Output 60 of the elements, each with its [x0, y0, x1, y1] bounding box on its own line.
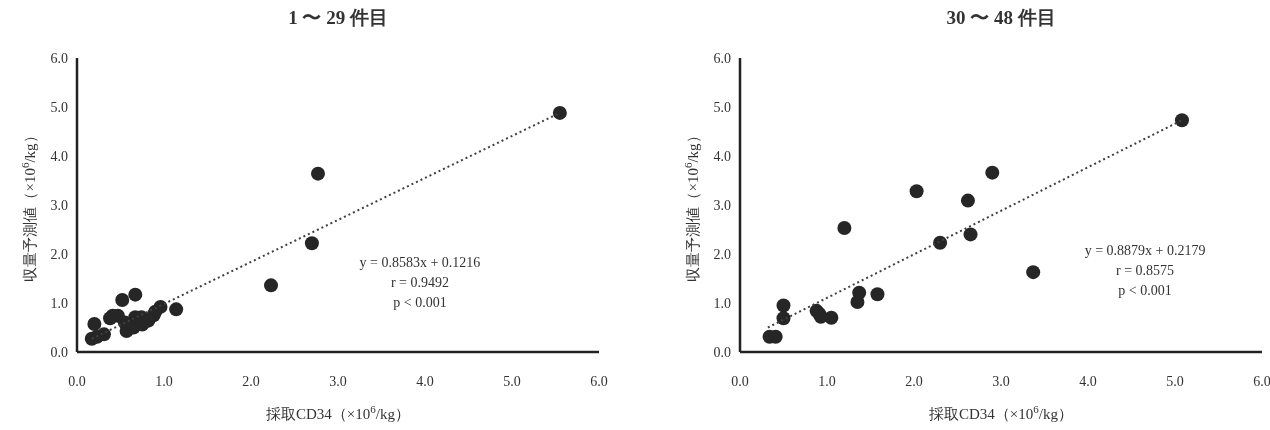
y-tick-label: 3.0 [713, 198, 731, 213]
y-tick-label: 1.0 [50, 296, 68, 311]
point [824, 310, 839, 325]
x-axis-title: 採取CD34（×10$^{6}$/kg） [266, 403, 410, 422]
annotation: r = 0.8575 [1116, 262, 1175, 278]
point [776, 311, 791, 326]
point [1026, 265, 1041, 280]
y-tick-label: 3.0 [50, 198, 68, 213]
x-tick-label: 1.0 [818, 374, 836, 389]
x-tick-label: 3.0 [329, 374, 347, 389]
y-tick-label: 2.0 [713, 247, 731, 262]
point [264, 278, 279, 293]
y-tick-label: 0.0 [50, 345, 68, 360]
point [909, 184, 924, 199]
chart-title: 1 〜 29 件目 [288, 7, 388, 28]
annotation: r = 0.9492 [390, 274, 449, 290]
point [128, 287, 143, 302]
point [776, 298, 791, 313]
chart-title: 30 〜 48 件目 [946, 7, 1056, 28]
x-tick-label: 0.0 [731, 374, 749, 389]
x-tick-label: 2.0 [242, 374, 260, 389]
point [87, 317, 102, 332]
x-tick-label: 5.0 [1166, 374, 1184, 389]
y-tick-label: 6.0 [50, 51, 68, 66]
y-tick-label: 2.0 [50, 247, 68, 262]
point [985, 165, 1000, 180]
point [963, 227, 978, 242]
point [850, 295, 865, 310]
x-tick-label: 4.0 [416, 374, 434, 389]
point [1174, 113, 1189, 128]
point [115, 293, 130, 308]
point [552, 105, 567, 120]
point [310, 166, 325, 181]
y-tick-label: 6.0 [713, 51, 731, 66]
point [90, 329, 105, 344]
point [837, 221, 852, 236]
point [169, 302, 184, 317]
annotation: p < 0.001 [1118, 282, 1172, 298]
annotation: y = 0.8583x + 0.1216 [359, 254, 481, 270]
x-tick-label: 5.0 [503, 374, 521, 389]
annotation: p < 0.001 [393, 294, 447, 310]
y-tick-label: 4.0 [50, 149, 68, 164]
y-tick-label: 0.0 [713, 345, 731, 360]
x-tick-label: 1.0 [155, 374, 173, 389]
y-tick-label: 1.0 [713, 296, 731, 311]
x-tick-label: 0.0 [68, 374, 86, 389]
x-axis-title: 採取CD34（×10$^{6}$/kg） [929, 403, 1073, 422]
y-tick-label: 4.0 [713, 149, 731, 164]
y-tick-label: 5.0 [50, 100, 68, 115]
y-tick-label: 5.0 [713, 100, 731, 115]
x-tick-label: 6.0 [1253, 374, 1270, 389]
x-tick-label: 6.0 [590, 374, 608, 389]
point [304, 236, 319, 251]
x-tick-label: 2.0 [905, 374, 923, 389]
point [933, 235, 948, 250]
point [870, 287, 885, 302]
annotation: y = 0.8879x + 0.2179 [1084, 242, 1206, 258]
x-tick-label: 4.0 [1079, 374, 1097, 389]
point [960, 193, 975, 208]
x-tick-label: 3.0 [992, 374, 1010, 389]
